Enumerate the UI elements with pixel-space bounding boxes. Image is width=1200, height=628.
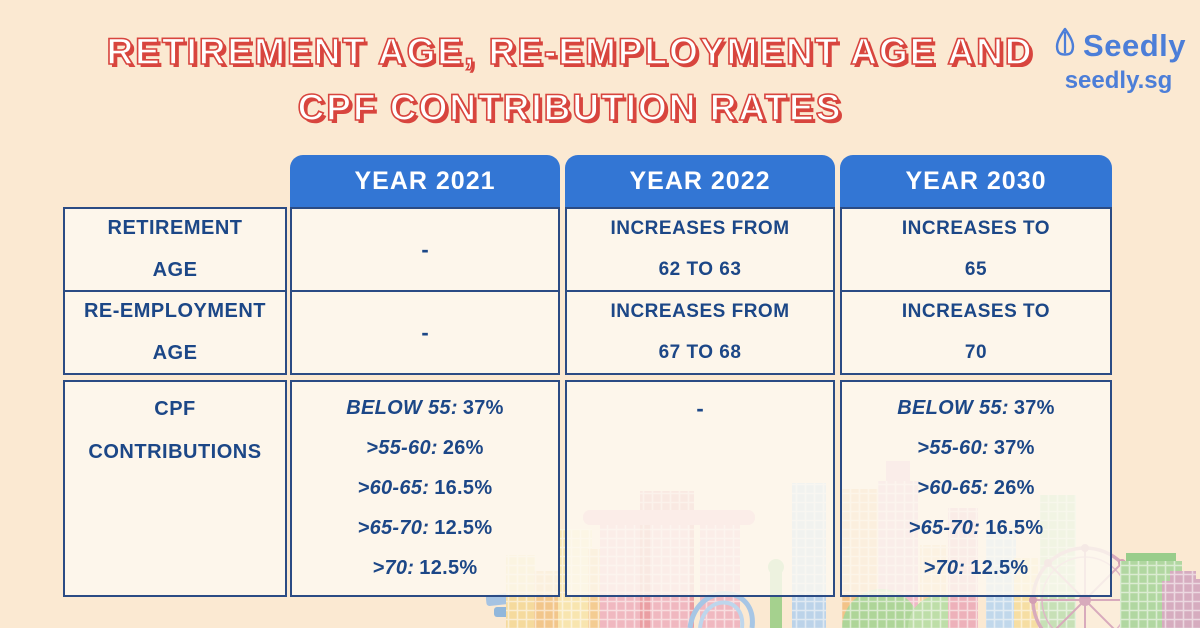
comparison-table: YEAR 2021 YEAR 2022 YEAR 2030 RETIREMENT… bbox=[63, 155, 1112, 597]
label-text: AGE bbox=[152, 259, 198, 281]
cell-text: INCREASES FROM bbox=[610, 301, 790, 322]
cpf-contributions-label: CPF CONTRIBUTIONS bbox=[63, 380, 287, 597]
label-text: CONTRIBUTIONS bbox=[88, 441, 262, 463]
reemployment-age-label: RE-EMPLOYMENT AGE bbox=[65, 292, 285, 373]
rate-value: 26% bbox=[993, 476, 1035, 499]
rate-value: 12.5% bbox=[970, 557, 1029, 580]
column-header-year-2030: YEAR 2030 bbox=[840, 155, 1112, 208]
cpf-rate-line: >65-70: 16.5% bbox=[842, 517, 1110, 540]
dash-value: - bbox=[421, 236, 429, 262]
cpf-rate-line: >70: 12.5% bbox=[842, 557, 1110, 580]
rate-value: 37% bbox=[993, 436, 1035, 459]
label-text: AGE bbox=[152, 342, 198, 364]
age-range: >60-65: bbox=[357, 476, 430, 499]
column-header-year-2022: YEAR 2022 bbox=[565, 155, 835, 208]
age-range: >70: bbox=[372, 557, 415, 580]
cell-cpf-2030: BELOW 55: 37% >55-60: 37% >60-65: 26% >65-7… bbox=[840, 380, 1112, 597]
age-range: >65-70: bbox=[357, 517, 430, 540]
cell-text: 70 bbox=[964, 342, 988, 363]
rate-value: 26% bbox=[442, 436, 484, 459]
rate-value: 12.5% bbox=[419, 557, 478, 580]
age-range: >55-60: bbox=[917, 436, 989, 459]
cpf-rate-line: BELOW 55: 37% bbox=[842, 397, 1110, 420]
cell-text: 67 TO 68 bbox=[658, 342, 742, 363]
age-range: >70: bbox=[923, 557, 966, 580]
age-range: >55-60: bbox=[366, 436, 438, 459]
age-range: BELOW 55: bbox=[346, 396, 458, 419]
label-text: RETIREMENT bbox=[107, 217, 243, 239]
cpf-rate-line: >55-60: 37% bbox=[842, 437, 1110, 460]
cell-text: INCREASES TO bbox=[901, 301, 1051, 322]
cell-text: 62 TO 63 bbox=[658, 259, 742, 280]
col-2030-age-cells: INCREASES TO 65 INCREASES TO 70 bbox=[840, 207, 1112, 375]
cpf-rate-line: >55-60: 26% bbox=[292, 437, 558, 460]
row-labels-age: RETIREMENT AGE RE-EMPLOYMENT AGE bbox=[63, 207, 287, 375]
rate-value: 12.5% bbox=[434, 517, 493, 540]
dash-value: - bbox=[696, 396, 704, 421]
cell-reemployment-2030: INCREASES TO 70 bbox=[842, 292, 1110, 373]
cell-retirement-2022: INCREASES FROM 62 TO 63 bbox=[567, 209, 833, 292]
cell-reemployment-2022: INCREASES FROM 67 TO 68 bbox=[567, 292, 833, 373]
seedly-brand: Seedly seedly.sg bbox=[1051, 26, 1186, 95]
cell-text: INCREASES TO bbox=[901, 218, 1051, 239]
age-range: >60-65: bbox=[917, 476, 989, 499]
cpf-rate-line: >60-65: 16.5% bbox=[292, 477, 558, 500]
cell-retirement-2030: INCREASES TO 65 bbox=[842, 209, 1110, 292]
label-text: RE-EMPLOYMENT bbox=[83, 300, 267, 322]
cell-text: 65 bbox=[964, 259, 988, 280]
cpf-rate-line: >60-65: 26% bbox=[842, 477, 1110, 500]
column-header-year-2021: YEAR 2021 bbox=[290, 155, 560, 208]
cpf-rate-line: >65-70: 12.5% bbox=[292, 517, 558, 540]
cpf-rate-line: >70: 12.5% bbox=[292, 557, 558, 580]
brand-site: seedly.sg bbox=[1064, 67, 1173, 94]
seedly-leaf-icon bbox=[1051, 26, 1079, 65]
col-2021-age-cells: - - bbox=[290, 207, 560, 375]
cell-reemployment-2021: - bbox=[292, 292, 558, 373]
building-mauve-stepped bbox=[1162, 571, 1200, 628]
rate-value: 37% bbox=[1013, 396, 1055, 419]
rate-value: 37% bbox=[462, 396, 504, 419]
cpf-rate-line: BELOW 55: 37% bbox=[292, 397, 558, 420]
cell-text: INCREASES FROM bbox=[610, 218, 790, 239]
brand-name: Seedly bbox=[1083, 27, 1186, 63]
page-title: RETIREMENT AGE, RE-EMPLOYMENT AGE AND CP… bbox=[30, 24, 1110, 136]
cell-cpf-2021: BELOW 55: 37% >55-60: 26% >60-65: 16.5% >65… bbox=[290, 380, 560, 597]
cell-cpf-2022: - bbox=[565, 380, 835, 597]
rate-value: 16.5% bbox=[985, 517, 1044, 540]
age-range: BELOW 55: bbox=[897, 396, 1009, 419]
title-line-1: RETIREMENT AGE, RE-EMPLOYMENT AGE AND bbox=[106, 30, 1034, 73]
dash-value: - bbox=[421, 319, 429, 345]
helix-bridge-inner bbox=[698, 600, 745, 628]
rate-value: 16.5% bbox=[434, 476, 493, 499]
cell-retirement-2021: - bbox=[292, 209, 558, 292]
label-text: CPF bbox=[154, 398, 196, 420]
col-2022-age-cells: INCREASES FROM 62 TO 63 INCREASES FROM 6… bbox=[565, 207, 835, 375]
age-range: >65-70: bbox=[908, 517, 981, 540]
title-line-2: CPF CONTRIBUTION RATES bbox=[297, 86, 843, 129]
retirement-age-label: RETIREMENT AGE bbox=[65, 209, 285, 292]
